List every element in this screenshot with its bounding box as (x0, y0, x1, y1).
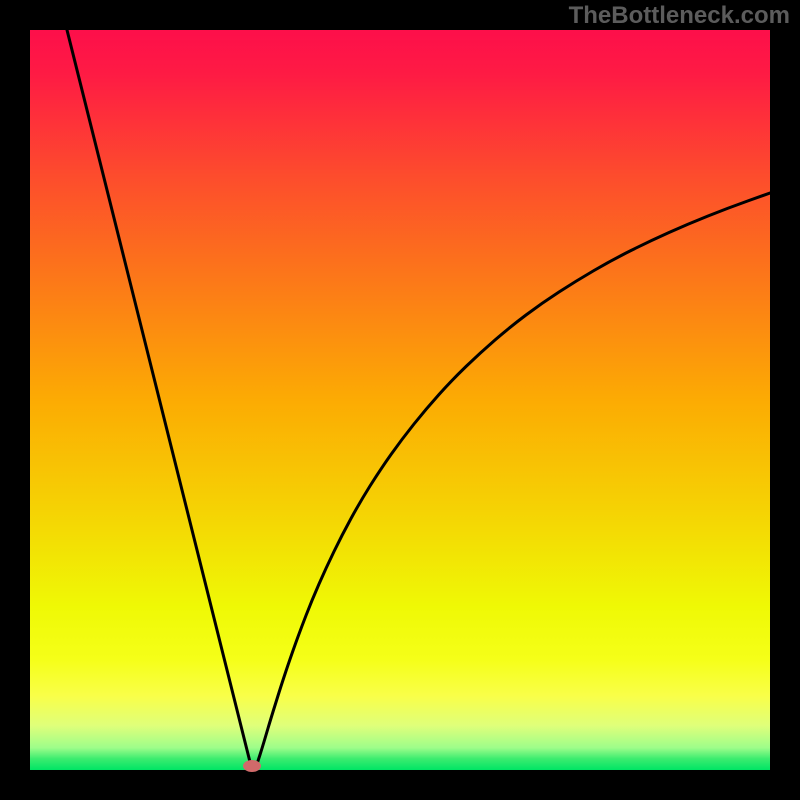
bottleneck-curve (30, 30, 770, 770)
minimum-marker (243, 760, 261, 772)
watermark-text: TheBottleneck.com (569, 2, 790, 30)
plot-area (30, 30, 770, 770)
chart-frame: TheBottleneck.com (0, 0, 800, 800)
